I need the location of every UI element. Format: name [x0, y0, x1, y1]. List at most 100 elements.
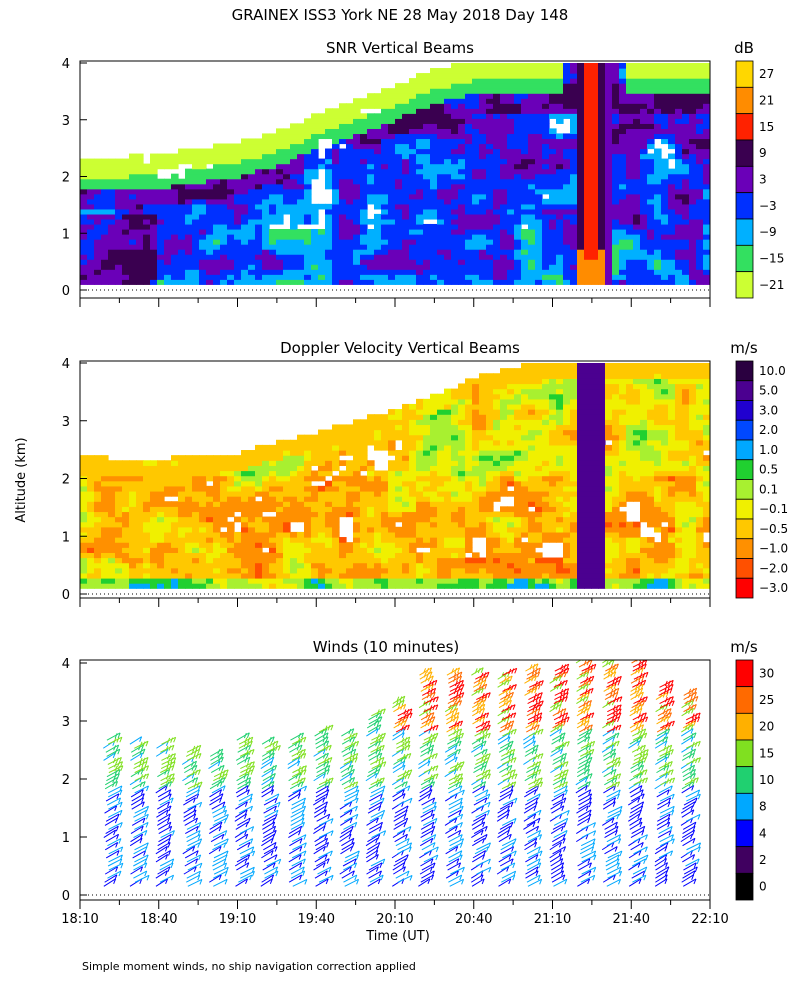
heat-cell: [395, 531, 403, 538]
heat-cell: [605, 63, 613, 69]
heat-cell: [598, 279, 606, 285]
heat-cell: [122, 183, 130, 190]
heat-cell: [423, 93, 431, 99]
heat-cell: [654, 113, 662, 119]
heat-cell: [339, 496, 347, 502]
heat-cell: [514, 88, 522, 94]
heat-cell: [269, 133, 277, 140]
heat-cell: [402, 203, 410, 210]
heat-cell: [80, 537, 88, 543]
heat-cell: [703, 98, 710, 104]
heat-cell: [493, 123, 501, 129]
heat-cell: [206, 557, 214, 564]
heat-cell: [136, 203, 144, 210]
heat-cell: [241, 223, 249, 230]
heat-cell: [94, 531, 102, 538]
heat-cell: [584, 118, 592, 124]
heat-cell: [612, 173, 620, 180]
heat-cell: [570, 128, 578, 135]
heat-cell: [535, 83, 543, 89]
heat-cell: [451, 511, 459, 518]
heat-cell: [262, 143, 270, 150]
heat-cell: [325, 123, 333, 129]
heat-cell: [395, 516, 403, 523]
heat-cell: [143, 572, 151, 579]
heat-cell: [374, 198, 382, 205]
heat-cell: [493, 168, 501, 175]
heat-cell: [689, 113, 697, 119]
heat-cell: [269, 148, 277, 155]
heat-cell: [654, 228, 662, 235]
heat-cell: [640, 239, 648, 245]
heat-cell: [542, 239, 550, 245]
heat-cell: [528, 118, 536, 124]
heat-cell: [227, 557, 235, 564]
heat-cell: [584, 249, 592, 255]
heat-cell: [171, 455, 179, 461]
heat-cell: [115, 547, 123, 553]
heat-cell: [227, 153, 235, 160]
heat-cell: [283, 557, 291, 564]
heat-cell: [367, 516, 375, 523]
heat-cell: [101, 572, 109, 579]
heat-cell: [696, 158, 704, 165]
heat-cell: [409, 557, 417, 564]
heat-cell: [157, 531, 165, 538]
heat-cell: [360, 279, 368, 285]
heat-cell: [171, 163, 179, 170]
heat-cell: [619, 83, 627, 89]
heat-cell: [584, 73, 592, 79]
heat-cell: [682, 88, 690, 94]
heat-cell: [472, 378, 480, 385]
heat-cell: [213, 470, 221, 477]
heat-cell: [451, 460, 459, 466]
heat-cell: [591, 88, 599, 94]
heat-cell: [668, 88, 676, 94]
heat-cell: [94, 208, 102, 215]
heat-cell: [143, 547, 151, 553]
heat-cell: [423, 409, 431, 415]
heat-cell: [192, 506, 200, 513]
heat-cell: [619, 218, 627, 225]
heat-cell: [437, 552, 445, 559]
heat-cell: [444, 572, 452, 579]
heat-cell: [395, 490, 403, 497]
heat-cell: [675, 228, 683, 235]
heat-cell: [297, 234, 305, 240]
heat-cell: [192, 163, 200, 170]
heat-cell: [164, 249, 172, 255]
heat-cell: [276, 173, 284, 180]
heat-cell: [402, 531, 410, 538]
heat-cell: [451, 521, 459, 528]
heat-cell: [479, 113, 487, 119]
heat-cell: [101, 511, 109, 518]
heat-cell: [465, 501, 473, 507]
heat-cell: [689, 83, 697, 89]
heat-cell: [311, 158, 319, 165]
heat-cell: [444, 409, 452, 415]
heat-cell: [612, 244, 620, 250]
heat-cell: [122, 480, 130, 487]
heat-cell: [297, 203, 305, 210]
heat-cell: [437, 223, 445, 230]
heat-cell: [115, 249, 123, 255]
heat-cell: [262, 213, 270, 220]
heat-cell: [703, 254, 710, 260]
heat-cell: [500, 239, 508, 245]
heat-cell: [500, 264, 508, 270]
heat-cell: [374, 234, 382, 240]
heat-cell: [444, 577, 452, 584]
heat-cell: [101, 228, 109, 235]
heat-cell: [633, 208, 641, 215]
heat-cell: [248, 572, 256, 579]
heat-cell: [304, 460, 312, 466]
heat-cell: [297, 188, 305, 195]
heat-cell: [633, 68, 641, 74]
heat-cell: [367, 173, 375, 180]
heat-cell: [703, 259, 710, 265]
heat-cell: [556, 178, 564, 185]
heat-cell: [283, 188, 291, 195]
heat-cell: [374, 572, 382, 579]
heat-cell: [157, 460, 165, 466]
heat-cell: [675, 143, 683, 150]
